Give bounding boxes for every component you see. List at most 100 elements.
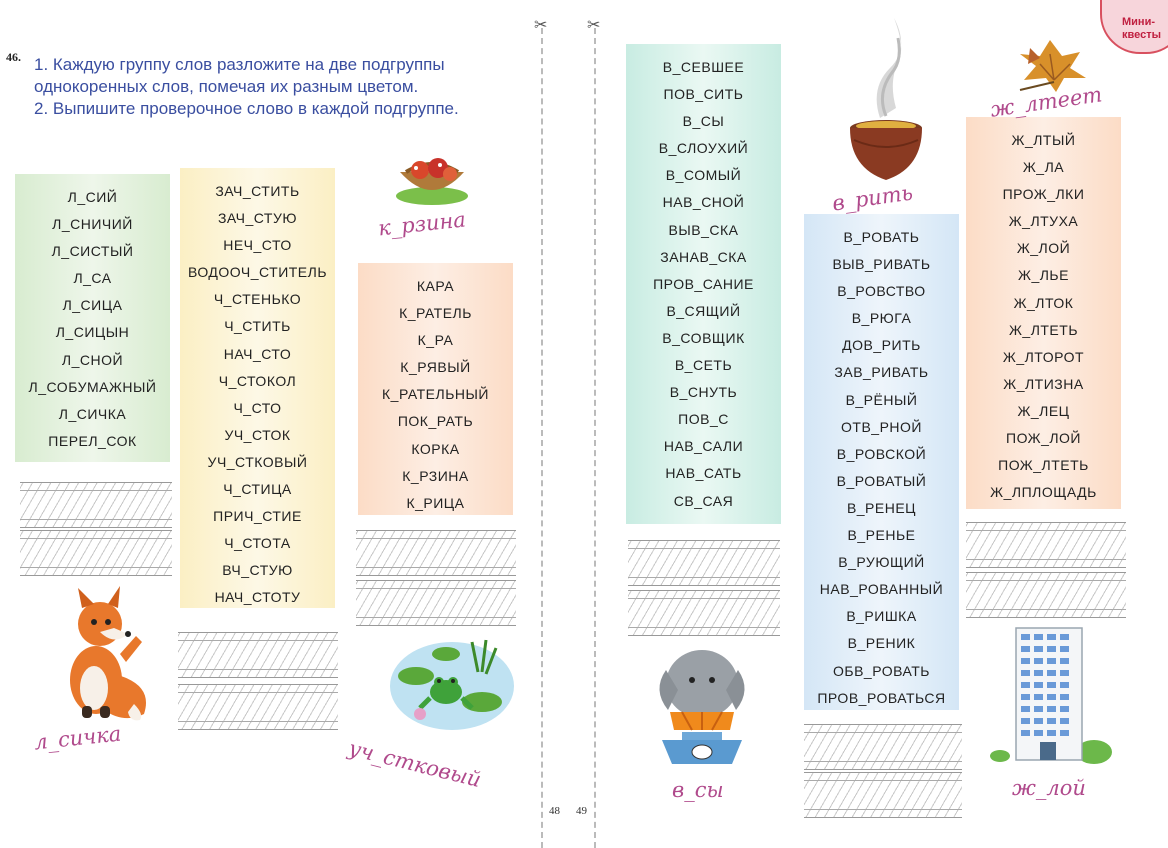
word-item: Л_СОБУМАЖНЫЙ — [28, 378, 157, 395]
word-item: ЗАЧ_СТИТЬ — [215, 183, 300, 199]
word-item: ПРИЧ_СТИЕ — [213, 508, 302, 525]
frog-pond-illustration — [390, 639, 514, 730]
word-item: ВЫВ_СКА — [668, 221, 739, 238]
writing-lines[interactable] — [356, 530, 516, 576]
word-item: Ж_ЛА — [1022, 159, 1065, 176]
writing-lines[interactable] — [628, 540, 780, 586]
word-item: В_СНУТЬ — [669, 384, 738, 401]
word-item: В_РУЮЩИЙ — [838, 554, 925, 571]
word-item: ПРОВ_РОВАТЬСЯ — [817, 689, 946, 706]
word-item: Ч_СТО — [233, 399, 282, 416]
word-item: В_РЁНЫЙ — [845, 391, 918, 408]
word-item: Ж_ЛЬЕ — [1018, 267, 1069, 284]
word-item: Л_СА — [73, 270, 112, 287]
basket-illustration — [396, 158, 468, 205]
word-item: К_РАТЕЛЬ — [399, 305, 472, 322]
word-item: НАЧ_СТОТУ — [214, 589, 301, 606]
word-item: К_РА — [417, 332, 454, 349]
word-item: К_РАТЕЛЬНЫЙ — [382, 386, 489, 403]
caption-elephant: в_сы — [672, 778, 724, 802]
word-item: ВЫВ_РИВАТЬ — [832, 256, 931, 273]
word-item: В_РЕНЕЦ — [846, 499, 917, 516]
elephant-scale-illustration — [659, 650, 745, 764]
caption-frog: уч_стковый — [346, 736, 484, 793]
writing-lines[interactable] — [356, 580, 516, 626]
word-item: Ж_ЛТОРОТ — [1002, 348, 1085, 365]
word-item: Ч_СТЕНЬКО — [213, 291, 302, 308]
word-item: Ж_ЛТИЗНА — [1003, 375, 1084, 392]
word-item: Ж_ЛПЛОЩАДЬ — [990, 484, 1097, 501]
word-item: Ж_ЛОЙ — [1016, 240, 1071, 257]
scissors-icon: ✂ — [587, 17, 601, 34]
writing-lines[interactable] — [804, 772, 962, 818]
writing-lines[interactable] — [966, 522, 1126, 568]
word-item: В_РОВАТЬ — [843, 229, 920, 245]
word-item: Л_СИЦА — [62, 297, 123, 314]
word-item: К_РЯВЫЙ — [400, 359, 471, 376]
page-fold-left — [541, 28, 543, 848]
word-item: ПОЖ_ЛТЕТЬ — [998, 457, 1089, 474]
word-item: КОРКА — [411, 440, 460, 457]
word-item: Ч_СТИТЬ — [224, 318, 291, 335]
word-item: ПЕРЕЛ_СОК — [48, 432, 137, 449]
pot-illustration — [850, 18, 922, 180]
word-item: В_РЮГА — [851, 310, 912, 327]
word-item: ВОДООЧ_СТИТЕЛЬ — [187, 264, 328, 281]
word-item: Ж_ЛЕЦ — [1017, 402, 1070, 419]
word-item: Ч_СТИЦА — [223, 481, 292, 498]
word-item: Ж_ЛТОК — [1013, 294, 1074, 311]
word-item: В_СЕВШЕЕ — [662, 59, 745, 75]
word-item: Ж_ЛТЫЙ — [1011, 132, 1076, 148]
word-item: В_РЕНИК — [847, 635, 916, 652]
word-item: К_РЗИНА — [402, 467, 469, 484]
word-item: Л_СНОЙ — [61, 351, 124, 368]
writing-lines[interactable] — [804, 724, 962, 770]
word-item: УЧ_СТОК — [224, 426, 291, 443]
writing-lines[interactable] — [628, 590, 780, 636]
badge-line-1: Мини- — [1122, 16, 1155, 28]
word-item: Л_СНИЧИЙ — [52, 216, 133, 233]
word-item: В_РЕНЬЕ — [847, 527, 916, 544]
fox-illustration — [70, 586, 146, 721]
word-item: Ж_ЛТЕТЬ — [1008, 321, 1079, 338]
word-item: УЧ_СТКОВЫЙ — [207, 453, 308, 470]
writing-lines[interactable] — [966, 572, 1126, 618]
word-column-k-r: КАРА К_РАТЕЛЬ К_РА К_РЯВЫЙ К_РАТЕЛЬНЫЙ ПОК_РА… — [358, 263, 513, 515]
word-column-v-r: В_РОВАТЬ ВЫВ_РИВАТЬ В_РОВСТВО В_РЮГА ДОВ_РИТ… — [804, 214, 959, 710]
word-item: НАВ_САЛИ — [663, 438, 744, 455]
mini-quests-badge[interactable]: Мини- квесты — [1100, 0, 1168, 54]
word-item: Ж_ЛТУХА — [1008, 213, 1079, 230]
autumn-leaves-illustration — [1019, 40, 1086, 92]
word-item: ЗАЧ_СТУЮ — [217, 210, 298, 227]
writing-lines[interactable] — [20, 530, 172, 576]
word-item: К_РИЦА — [406, 494, 465, 511]
word-item: ПОВ_СИТЬ — [663, 86, 744, 103]
word-column-l-s: Л_СИЙ Л_СНИЧИЙ Л_СИСТЫЙ Л_СА Л_СИЦА Л_СИЦЫН Л_… — [15, 174, 170, 462]
word-item: КАРА — [416, 278, 455, 294]
word-item: Ч_СТОТА — [224, 535, 291, 552]
word-item: Л_СИСТЫЙ — [51, 243, 134, 260]
word-column-zh-l: Ж_ЛТЫЙ Ж_ЛА ПРОЖ_ЛКИ Ж_ЛТУХА Ж_ЛОЙ Ж_ЛЬЕ Ж_ЛТО… — [966, 117, 1121, 509]
word-item: ПОК_РАТЬ — [397, 413, 474, 430]
word-item: НЕЧ_СТО — [223, 237, 292, 254]
caption-building: ж_лой — [1012, 776, 1086, 800]
writing-lines[interactable] — [20, 482, 172, 528]
apartment-building-illustration — [990, 627, 1112, 764]
badge-line-2: квесты — [1122, 29, 1161, 41]
word-item: НАЧ_СТО — [223, 345, 292, 362]
word-item: НАВ_САТЬ — [665, 465, 742, 482]
word-item: ПОВ_С — [678, 411, 729, 428]
word-item: ЗАНАВ_СКА — [660, 248, 747, 265]
word-item: ПРОЖ_ЛКИ — [1002, 186, 1085, 203]
word-item: НАВ_СНОЙ — [662, 194, 745, 211]
exercise-number: 46. — [6, 50, 21, 64]
word-item: ВЧ_СТУЮ — [222, 562, 293, 579]
writing-lines[interactable] — [178, 684, 338, 730]
word-column-v-s: В_СЕВШЕЕ ПОВ_СИТЬ В_СЫ В_СЛОУХИЙ В_СОМЫЙ НАВ_… — [626, 44, 781, 524]
page-number-left: 48 — [549, 805, 560, 817]
word-item: В_РОВАТЫЙ — [836, 472, 927, 489]
word-item: ЗАВ_РИВАТЬ — [834, 364, 929, 381]
writing-lines[interactable] — [178, 632, 338, 678]
instruction-line: 2. Выпишите проверочное слово в каждой п… — [34, 99, 459, 118]
word-item: В_СЕТЬ — [674, 357, 733, 374]
